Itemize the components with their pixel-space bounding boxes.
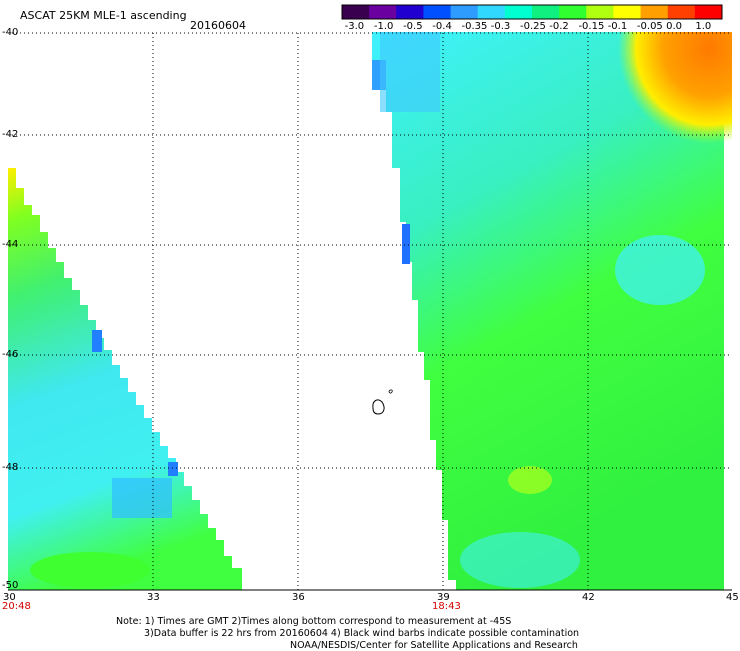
colorbar-label: -0.5 bbox=[403, 21, 423, 32]
grid bbox=[8, 32, 732, 590]
swath-right-orange-region bbox=[580, 32, 732, 192]
y-tick-label: -48 bbox=[2, 462, 19, 473]
colorbar-swatch bbox=[342, 5, 370, 19]
swath-left-blue-patch bbox=[92, 330, 102, 352]
colorbar-label: 1.0 bbox=[695, 21, 712, 32]
x-tick-label: 42 bbox=[582, 592, 595, 603]
swath-left bbox=[8, 168, 242, 590]
map-title: ASCAT 25KM MLE-1 ascending bbox=[20, 9, 187, 22]
colorbar-swatch bbox=[559, 5, 587, 19]
note-line-1: Note: 1) Times are GMT 2)Times along bot… bbox=[116, 616, 512, 627]
colorbar-label: -0.1 bbox=[607, 21, 628, 32]
colorbar-swatch bbox=[532, 5, 560, 19]
colorbar-label: -0.35 bbox=[461, 21, 488, 32]
colorbar-swatch bbox=[477, 5, 506, 19]
swath-right-blue-patch bbox=[380, 32, 440, 112]
island-outline-small bbox=[388, 389, 393, 394]
colorbar-swatch bbox=[640, 5, 669, 19]
note-line-2: 3)Data buffer is 22 hrs from 20160604 4)… bbox=[144, 628, 580, 639]
colorbar-swatch bbox=[423, 5, 452, 19]
colorbar-swatch bbox=[504, 5, 533, 19]
swath-right bbox=[372, 32, 732, 590]
colorbar-label: -3.0 bbox=[344, 21, 365, 32]
swath-left-blue-patch bbox=[112, 478, 172, 518]
colorbar-swatch bbox=[369, 5, 397, 19]
map-date: 20160604 bbox=[190, 19, 246, 32]
colorbar-label: -0.15 bbox=[578, 21, 605, 32]
y-tick-label: -42 bbox=[2, 129, 19, 140]
x-tick-label: 39 bbox=[437, 592, 450, 603]
swath-right-blue-patch bbox=[402, 224, 410, 264]
swath-time-left: 20:48 bbox=[2, 601, 31, 612]
colorbar-frame bbox=[341, 4, 723, 20]
colorbar-label: 0.0 bbox=[666, 21, 683, 32]
x-tick-label: 33 bbox=[147, 592, 160, 603]
colorbar-swatch bbox=[667, 5, 696, 19]
colorbar-swatch bbox=[450, 5, 479, 19]
colorbar-label: -0.4 bbox=[432, 21, 452, 32]
x-tick-label: 36 bbox=[292, 592, 305, 603]
y-tick-label: -44 bbox=[2, 239, 19, 250]
colorbar-label: -1.0 bbox=[373, 21, 394, 32]
y-tick-label: -46 bbox=[2, 349, 19, 360]
swath-right-yellow-patch bbox=[508, 466, 552, 494]
island-outline bbox=[372, 399, 385, 415]
colorbar bbox=[341, 4, 723, 20]
colorbar-label: -0.2 bbox=[549, 21, 569, 32]
colorbar-swatch bbox=[586, 5, 614, 19]
x-tick-label: 30 bbox=[3, 592, 16, 603]
colorbar-label: -0.3 bbox=[490, 21, 511, 32]
x-tick-label: 45 bbox=[726, 592, 739, 603]
swath-left-blue-patch bbox=[168, 462, 178, 476]
colorbar-swatch bbox=[613, 5, 642, 19]
swath-right-cyan-patch bbox=[615, 235, 705, 305]
y-tick-label: -40 bbox=[2, 27, 19, 38]
y-tick-label: -50 bbox=[2, 580, 19, 591]
swath-right-cyan-patch bbox=[460, 532, 580, 588]
swath-time-right: 18:43 bbox=[432, 601, 461, 612]
colorbar-swatch bbox=[694, 5, 723, 19]
colorbar-label: -0.25 bbox=[520, 21, 546, 32]
colorbar-swatch bbox=[396, 5, 424, 19]
note-line-3: NOAA/NESDIS/Center for Satellite Applica… bbox=[290, 640, 578, 651]
swath-left-green-patch bbox=[30, 552, 150, 588]
colorbar-label: -0.05 bbox=[636, 21, 663, 32]
